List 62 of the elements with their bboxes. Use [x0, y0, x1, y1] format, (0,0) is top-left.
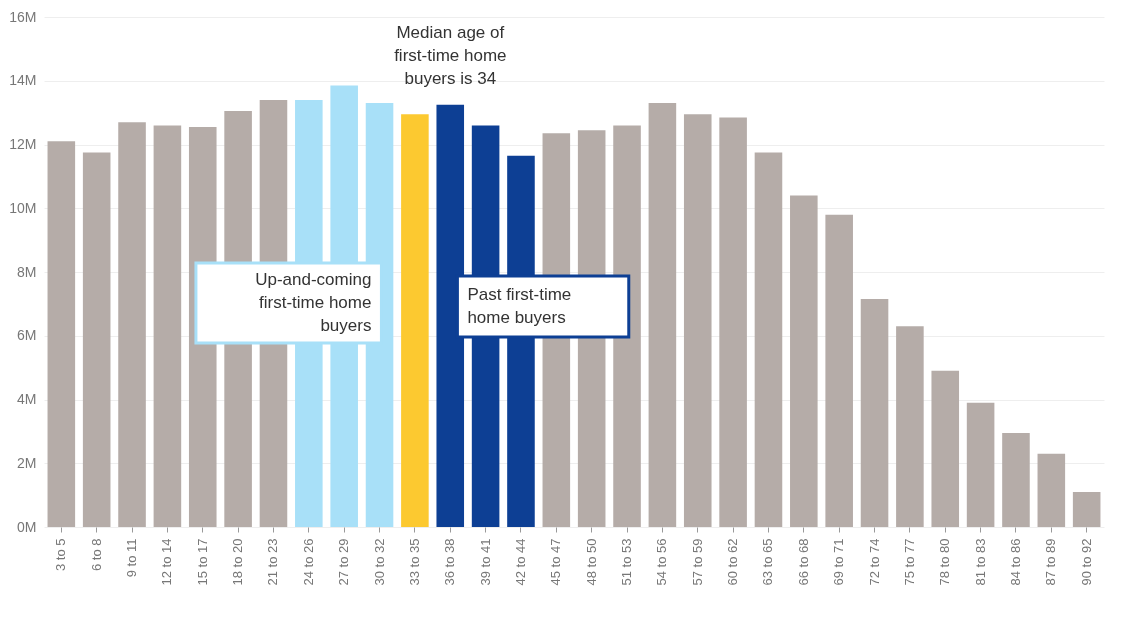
- y-tick-label: 12M: [9, 136, 37, 152]
- bar: [896, 326, 924, 527]
- x-tick-label: 21 to 23: [265, 538, 281, 586]
- y-tick-label: 2M: [17, 454, 37, 471]
- y-tick-label: 14M: [9, 72, 37, 89]
- x-tick-label: 9 to 11: [124, 538, 140, 578]
- x-tick-label: 75 to 77: [901, 538, 917, 586]
- x-tick-label: 78 to 80: [937, 538, 953, 586]
- y-tick-label: 0M: [17, 518, 37, 535]
- x-tick-label: 6 to 8: [88, 538, 104, 572]
- bar: [648, 103, 677, 527]
- x-tick-label: 12 to 14: [159, 538, 175, 586]
- bar: [118, 122, 146, 527]
- x-tick-label: 51 to 53: [619, 538, 635, 586]
- bar: [931, 370, 960, 527]
- y-tick-label: 16M: [9, 8, 37, 25]
- bar: [1072, 491, 1101, 527]
- x-tick-label: 27 to 29: [336, 538, 352, 586]
- x-tick-label: 60 to 62: [725, 538, 741, 586]
- x-tick-label: 84 to 86: [1007, 538, 1023, 586]
- x-tick-label: 81 to 83: [972, 538, 988, 586]
- x-tick-label: 66 to 68: [795, 538, 811, 586]
- x-tick-label: 90 to 92: [1078, 538, 1094, 586]
- annotation: Median age of first-time home buyers is 34: [394, 23, 507, 88]
- bar: [436, 104, 465, 527]
- bar: [683, 114, 712, 527]
- x-tick-label: 18 to 20: [230, 538, 246, 586]
- x-tick-label: 72 to 74: [866, 538, 882, 586]
- bar: [153, 125, 182, 527]
- x-tick-label: 36 to 38: [442, 538, 458, 586]
- bar: [613, 125, 641, 527]
- x-tick-label: 63 to 65: [760, 538, 776, 586]
- bar: [860, 299, 889, 527]
- y-tick-label: 6M: [17, 327, 37, 344]
- x-tick-label: 15 to 17: [194, 538, 210, 586]
- x-tick-label: 45 to 47: [548, 538, 564, 586]
- bar: [966, 402, 995, 527]
- y-tick-label: 4M: [17, 391, 37, 407]
- x-tick-label: 57 to 59: [689, 538, 705, 586]
- x-tick-label: 54 to 56: [654, 538, 670, 586]
- x-tick-label: 30 to 32: [371, 538, 387, 586]
- x-tick-label: 24 to 26: [300, 538, 316, 586]
- bar: [790, 195, 818, 527]
- x-tick-label: 48 to 50: [583, 538, 599, 586]
- x-tick-label: 33 to 35: [406, 538, 422, 586]
- annotation: Past first-time home buyers: [467, 285, 572, 327]
- x-tick-label: 69 to 71: [831, 538, 847, 586]
- bar: [754, 152, 783, 527]
- bar: [825, 214, 853, 527]
- bar: [1002, 432, 1030, 527]
- annotation: Up-and-coming first-time home buyers: [255, 270, 372, 335]
- y-tick-label: 8M: [17, 263, 37, 280]
- bar: [401, 114, 429, 527]
- x-tick-label: 87 to 89: [1043, 538, 1059, 586]
- bar: [1037, 453, 1066, 527]
- x-tick-label: 42 to 44: [512, 538, 528, 586]
- bar: [719, 117, 747, 527]
- bar: [47, 141, 76, 527]
- x-tick-label: 39 to 41: [477, 538, 493, 586]
- x-tick-label: 3 to 5: [53, 538, 69, 572]
- bar: [82, 152, 111, 527]
- y-tick-label: 10M: [9, 199, 37, 216]
